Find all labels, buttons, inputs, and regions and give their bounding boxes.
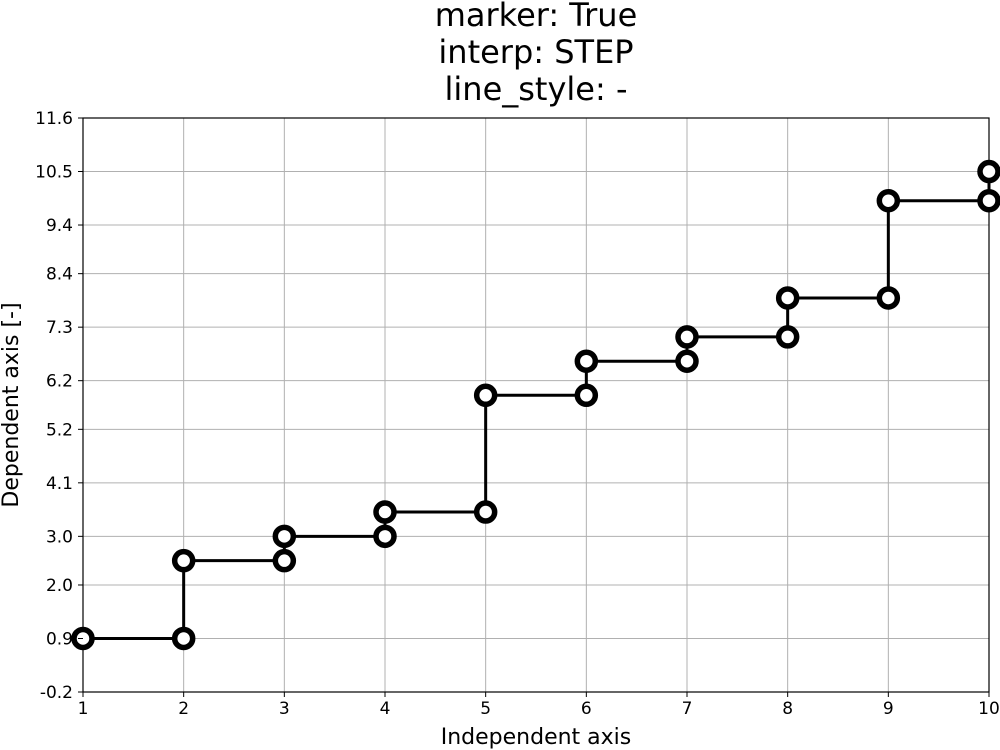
step-corner-marker bbox=[977, 188, 1000, 213]
plot-frame bbox=[82, 117, 990, 693]
y-tick-label: 8.4 bbox=[46, 265, 73, 285]
series-layer bbox=[83, 171, 991, 640]
step-corner-marker bbox=[876, 286, 901, 310]
y-tick-label: 11.6 bbox=[35, 109, 73, 129]
markers-layer bbox=[71, 159, 1000, 651]
y-tick-label: 0.9 bbox=[46, 629, 73, 649]
y-tick-label: 2.0 bbox=[46, 576, 73, 596]
y-tick-label: 5.2 bbox=[46, 420, 73, 440]
x-tick-label: 10 bbox=[978, 699, 1000, 719]
step-corner-marker bbox=[473, 500, 498, 524]
step-corner-marker bbox=[171, 626, 196, 651]
y-tick-label: 10.5 bbox=[35, 163, 73, 183]
y-axis-label: Dependent axis [-] bbox=[0, 302, 24, 507]
y-tick-label: 6.2 bbox=[46, 372, 73, 392]
chart-title-line-1: marker: True bbox=[435, 0, 638, 34]
data-point-marker bbox=[272, 524, 297, 549]
y-tick-label: 9.4 bbox=[46, 216, 73, 236]
x-tick-label: 3 bbox=[279, 699, 290, 719]
data-point-marker bbox=[473, 383, 498, 408]
y-ticks: -0.2 0.9 2.0 3.0 4.1 5.2 6.2 7.3 8.4 9.4 10.5 11.6 bbox=[35, 109, 83, 703]
step-corner-marker bbox=[574, 383, 599, 408]
data-point-marker bbox=[574, 349, 599, 373]
chart-title-line-2: interp: STEP bbox=[438, 33, 633, 71]
chart-title-line-3: line_style: - bbox=[445, 70, 628, 108]
y-tick-label: 4.1 bbox=[46, 474, 73, 494]
x-tick-label: 8 bbox=[782, 699, 793, 719]
data-point-marker bbox=[876, 188, 901, 213]
step-corner-marker bbox=[675, 349, 699, 373]
x-tick-label: 5 bbox=[480, 699, 491, 719]
data-point-marker bbox=[373, 500, 397, 524]
y-tick-label: 3.0 bbox=[46, 527, 73, 547]
step-corner-marker bbox=[373, 524, 397, 549]
step-corner-marker bbox=[775, 325, 800, 349]
x-ticks: 1 2 3 4 5 6 7 8 9 10 bbox=[78, 692, 1000, 719]
y-tick-label: 7.3 bbox=[46, 318, 73, 338]
grid bbox=[82, 117, 990, 693]
x-axis-label: Independent axis bbox=[441, 725, 632, 750]
data-point-marker bbox=[977, 159, 1000, 184]
x-tick-label: 4 bbox=[380, 699, 391, 719]
step-corner-marker bbox=[272, 548, 297, 573]
data-point-marker bbox=[675, 325, 699, 349]
y-tick-label: -0.2 bbox=[40, 683, 73, 703]
x-tick-label: 6 bbox=[581, 699, 592, 719]
x-tick-label: 7 bbox=[682, 699, 693, 719]
data-point-marker bbox=[171, 548, 196, 573]
x-tick-label: 2 bbox=[178, 699, 189, 719]
x-tick-label: 9 bbox=[883, 699, 894, 719]
data-point-marker bbox=[775, 286, 800, 310]
step-line bbox=[83, 171, 991, 640]
x-tick-label: 1 bbox=[78, 699, 89, 719]
